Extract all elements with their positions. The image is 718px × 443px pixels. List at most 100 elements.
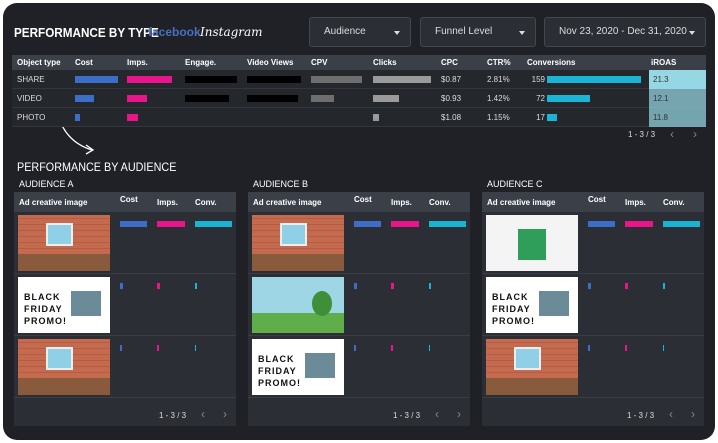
metric-bar (588, 221, 615, 227)
column-header: Ad creative image (487, 198, 556, 207)
column-header: Clicks (373, 58, 397, 67)
ad-creative-thumbnail: BLACK FRIDAY PROMO! (252, 339, 344, 395)
prev-page[interactable]: ‹ (669, 407, 673, 421)
row-divider (14, 273, 236, 274)
thumb-building (518, 229, 546, 260)
column-header: Imps. (127, 58, 148, 67)
ad-creative-thumbnail (486, 215, 578, 271)
metric-bar (663, 221, 700, 227)
filter-dropdown[interactable]: Funnel Level (420, 17, 536, 47)
metric-bar (311, 76, 362, 83)
column-header: CPC (441, 58, 458, 67)
dropdown-caret (689, 31, 695, 35)
conversions-value: 72 (536, 94, 545, 103)
metric-bar (663, 283, 666, 289)
dropdown-caret (519, 31, 525, 35)
panel-header (482, 192, 704, 212)
filter-dropdown[interactable]: Nov 23, 2020 - Dec 31, 2020 (544, 17, 706, 47)
metric-bar (120, 345, 123, 351)
next-page[interactable]: › (457, 407, 461, 421)
thumb-floor (18, 254, 110, 271)
column-header: Imps. (391, 198, 412, 207)
thumb-window (45, 223, 74, 246)
cpc-value: $0.93 (441, 94, 462, 103)
panel-title: AUDIENCE A (19, 179, 74, 189)
prev-page[interactable]: ‹ (435, 407, 439, 421)
iroas-value: 12.1 (653, 94, 669, 103)
row-divider (248, 397, 470, 398)
metric-bar (157, 221, 185, 227)
metric-bar (247, 95, 299, 102)
metric-bar (75, 95, 95, 102)
thumb-grass (252, 313, 344, 333)
thumb-floor (252, 254, 344, 271)
ad-creative-thumbnail (252, 215, 344, 271)
row-divider (482, 335, 704, 336)
conversions-value: 17 (536, 113, 545, 122)
metric-bar (185, 95, 230, 102)
prev-page[interactable]: ‹ (670, 127, 674, 141)
metric-bar (663, 345, 665, 351)
row-divider (248, 335, 470, 336)
row-divider (482, 397, 704, 398)
metric-bar (75, 114, 81, 121)
metric-bar (429, 221, 466, 227)
section-title: PERFORMANCE BY AUDIENCE (17, 160, 177, 174)
brand-instagram: Instagram (200, 25, 263, 39)
row-divider (14, 335, 236, 336)
panel-title: AUDIENCE C (487, 179, 543, 189)
iroas-value: 11.8 (653, 113, 668, 122)
thumb-shop (539, 291, 569, 317)
promo-text: BLACK FRIDAY PROMO! (492, 292, 535, 326)
filter-dropdown[interactable]: Audience (309, 17, 411, 47)
metric-bar (127, 95, 148, 102)
ctr-value: 2.81% (487, 75, 510, 84)
metric-bar (391, 345, 394, 351)
panel-header (248, 192, 470, 212)
column-header: Ad creative image (19, 198, 88, 207)
cpc-value: $0.87 (441, 75, 462, 84)
metric-bar (75, 76, 118, 83)
conversions-bar (547, 114, 558, 121)
metric-bar (247, 76, 301, 83)
column-header: Cost (120, 195, 138, 204)
page-title: PERFORMANCE BY TYPE (14, 25, 159, 40)
filter-label: Funnel Level (435, 26, 493, 37)
iroas-cell: 11.8 (649, 108, 706, 127)
metric-bar (195, 283, 198, 289)
metric-bar (195, 345, 197, 351)
column-header: Engage. (185, 58, 217, 67)
metric-bar (157, 345, 160, 351)
column-header: Conversions (527, 58, 576, 67)
table-row (12, 108, 706, 127)
conversions-bar (547, 76, 641, 83)
column-header: Imps. (625, 198, 646, 207)
object-type: PHOTO (17, 113, 46, 122)
panel-header (14, 192, 236, 212)
conversions-bar (547, 95, 590, 102)
next-page[interactable]: › (223, 407, 227, 421)
ad-creative-thumbnail (18, 339, 110, 395)
filter-label: Audience (324, 26, 366, 37)
next-page[interactable]: › (691, 407, 695, 421)
thumb-floor (486, 378, 578, 395)
arrow-head (85, 144, 95, 155)
metric-bar (429, 283, 432, 289)
column-header: CTR% (487, 58, 511, 67)
metric-bar (429, 345, 431, 351)
column-header: Cost (75, 58, 93, 67)
prev-page[interactable]: ‹ (201, 407, 205, 421)
column-header: CPV (311, 58, 328, 67)
metric-bar (391, 283, 394, 289)
metric-bar (185, 76, 237, 83)
ad-creative-thumbnail (252, 277, 344, 333)
iroas-cell: 21.3 (649, 70, 706, 89)
promo-text: BLACK FRIDAY PROMO! (258, 354, 301, 388)
metric-bar (625, 283, 628, 289)
metric-bar (588, 345, 591, 351)
metric-bar (354, 221, 381, 227)
metric-bar (588, 283, 591, 289)
brand-facebook: facebook (148, 25, 201, 39)
next-page[interactable]: › (693, 127, 697, 141)
thumb-shop (71, 291, 101, 317)
